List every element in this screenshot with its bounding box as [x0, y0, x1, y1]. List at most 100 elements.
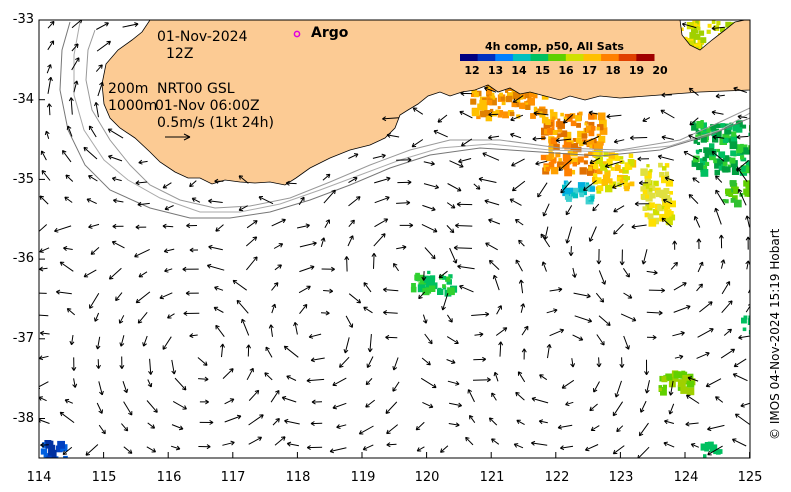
- current-arrow: [592, 203, 600, 212]
- lat-tick: -38: [12, 411, 34, 426]
- sst-pixel: [506, 92, 515, 100]
- current-arrow: [90, 247, 100, 255]
- current-arrow: [86, 198, 97, 205]
- sst-pixel: [713, 159, 718, 164]
- sst-pixel: [471, 108, 480, 117]
- sst-pixel: [520, 92, 525, 96]
- sst-pixel: [497, 113, 503, 118]
- sst-pixel: [548, 156, 553, 161]
- current-arrow: [537, 182, 548, 198]
- lon-tick: 114: [26, 470, 52, 485]
- depth-line-1000m: 1000m: [108, 98, 158, 114]
- current-arrow: [137, 201, 150, 207]
- sst-pixel: [748, 145, 750, 150]
- current-arrow: [386, 442, 397, 448]
- sst-pixel: [43, 453, 48, 458]
- sst-pixel: [45, 457, 51, 458]
- sst-pixel: [533, 106, 538, 111]
- sst-pixel: [411, 283, 416, 288]
- current-arrow: [473, 183, 481, 190]
- current-arrow: [208, 198, 223, 204]
- current-arrow: [39, 247, 50, 253]
- axis-ticks: [38, 19, 751, 458]
- sst-pixel: [588, 166, 593, 171]
- current-arrow: [163, 248, 175, 254]
- current-arrow: [311, 399, 323, 405]
- current-arrow: [363, 282, 372, 293]
- current-arrow: [112, 223, 124, 229]
- current-arrow: [707, 424, 725, 432]
- current-arrow: [191, 197, 201, 203]
- sst-pixel: [598, 135, 606, 143]
- colorbar-segment: [477, 54, 496, 61]
- sst-pixel: [642, 189, 648, 195]
- current-arrow: [69, 335, 75, 346]
- sst-pixel: [730, 135, 738, 142]
- current-arrow: [673, 282, 687, 291]
- sst-pixel: [648, 219, 657, 227]
- sst-pixel: [588, 113, 595, 120]
- sst-pixel: [500, 96, 505, 101]
- sst-pixel: [515, 99, 521, 105]
- current-arrow: [595, 292, 605, 303]
- current-arrow: [170, 445, 181, 451]
- sst-pixel: [559, 165, 564, 169]
- current-arrow: [637, 446, 650, 458]
- current-arrow: [583, 180, 597, 191]
- sst-pixel: [41, 457, 48, 458]
- sst-pixel: [597, 124, 604, 130]
- current-arrow: [606, 113, 622, 119]
- current-arrow: [549, 287, 563, 293]
- sst-pixel: [691, 123, 699, 131]
- sst-pixel: [607, 164, 612, 169]
- current-arrow: [162, 182, 172, 189]
- current-arrow: [148, 358, 154, 375]
- sst-pixel: [499, 92, 503, 97]
- current-arrow: [71, 43, 79, 52]
- sst-pixel: [729, 141, 738, 150]
- sst-pixel: [544, 128, 550, 135]
- sst-pixel: [657, 204, 664, 212]
- product-time: 01-Nov 06:00Z: [155, 98, 260, 114]
- sst-pixel: [692, 155, 700, 163]
- sst-pixel: [566, 187, 574, 194]
- current-arrow: [596, 357, 602, 368]
- colorbar-segment: [530, 54, 549, 61]
- sst-pixel: [563, 163, 570, 170]
- sst-pixel: [722, 199, 726, 203]
- sst-pixel: [749, 191, 750, 200]
- sst-pixel: [618, 169, 623, 173]
- current-arrow: [246, 256, 258, 271]
- current-arrow: [246, 367, 254, 381]
- colorbar-segment: [512, 54, 532, 61]
- sst-pixel: [720, 123, 726, 128]
- sst-pixel: [505, 89, 509, 93]
- current-arrow: [345, 315, 354, 328]
- current-arrow: [488, 417, 498, 426]
- current-arrow: [574, 315, 593, 323]
- sst-pixel: [691, 26, 699, 34]
- current-arrow: [245, 236, 258, 247]
- current-arrow: [512, 95, 524, 103]
- sst-pixel: [594, 169, 599, 174]
- isobath-mid: [73, 21, 750, 213]
- sst-pixel: [616, 177, 622, 182]
- current-arrow: [589, 403, 598, 412]
- current-arrow: [423, 161, 435, 166]
- sst-pixel: [720, 27, 726, 33]
- sst-pixel: [586, 182, 590, 186]
- sst-pixel: [562, 184, 567, 190]
- current-vectors: [39, 20, 750, 458]
- current-arrow: [308, 333, 322, 339]
- current-arrow: [465, 436, 474, 446]
- current-arrow: [393, 262, 400, 272]
- current-arrow: [664, 419, 675, 425]
- current-arrow: [88, 125, 97, 138]
- current-arrow: [365, 378, 373, 386]
- sst-pixel: [575, 146, 582, 153]
- current-arrow: [94, 101, 99, 118]
- sst-pixel: [740, 143, 744, 148]
- current-arrow: [122, 22, 139, 28]
- sst-pixel: [447, 287, 455, 296]
